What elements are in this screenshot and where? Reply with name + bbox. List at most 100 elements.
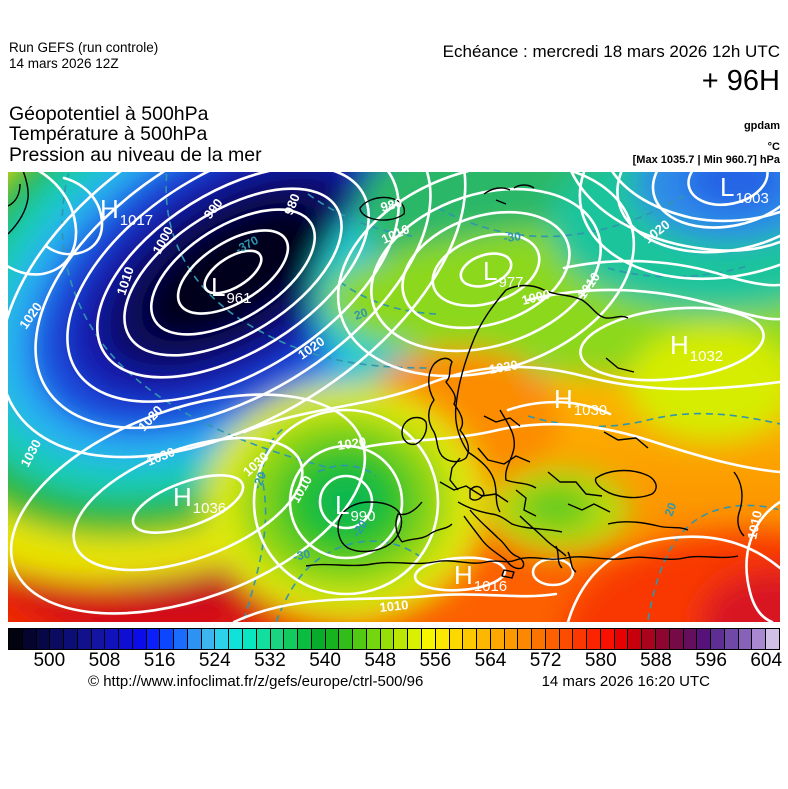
- units-legend: gpdam °C [Max 1035.7 | Min 960.7] hPa: [633, 120, 780, 166]
- colorbar-tick: 516: [143, 650, 176, 671]
- colorbar-cell: [544, 629, 559, 649]
- colorbar-cell: [765, 629, 779, 649]
- colorbar-tick: 508: [88, 650, 121, 671]
- colorbar-cell: [145, 629, 160, 649]
- unit-temperature: °C: [767, 141, 780, 154]
- title-pressure: Pression au niveau de la mer: [9, 143, 262, 166]
- colorbar-cell: [63, 629, 77, 649]
- colorbar-tick: 500: [33, 650, 66, 671]
- unit-geopotential: gpdam: [743, 120, 780, 132]
- run-model-label: Run GEFS (run controle): [9, 40, 159, 55]
- colorbar-tick: 540: [309, 650, 341, 671]
- pressure-minmax-label: [Max 1035.7 | Min 960.7] hPa: [632, 154, 780, 167]
- colorbar-tick: 580: [584, 650, 617, 671]
- colorbar-cell: [393, 629, 408, 649]
- colorbar-cell: [682, 629, 697, 649]
- colorbar-cell: [173, 629, 187, 649]
- colorbar-tick: 532: [254, 650, 286, 671]
- colorbar-cell: [379, 629, 394, 649]
- temperature-label: -20: [250, 469, 270, 491]
- colorbar-cell: [407, 629, 421, 649]
- colorbar-cell: [131, 629, 146, 649]
- forecast-header: Echéance : mercredi 18 mars 2026 12h UTC…: [443, 42, 780, 98]
- colorbar-tick: 548: [364, 650, 397, 671]
- colorbar-cell: [751, 629, 766, 649]
- title-temperature: Température à 500hPa: [9, 123, 208, 146]
- echeance-label: Echéance : mercredi 18 mars 2026 12h UTC: [442, 42, 780, 61]
- colorbar-cell: [21, 629, 36, 649]
- colorbar-cell: [338, 629, 353, 649]
- colorbar-cell: [228, 629, 243, 649]
- colorbar-cell: [104, 629, 119, 649]
- colorbar-tick: 604: [750, 650, 783, 671]
- isobar-label: 1000: [520, 286, 552, 308]
- colorbar-cell: [9, 629, 22, 649]
- title-geopotential: Géopotentiel à 500hPa: [9, 103, 209, 125]
- colorbar-tick: 572: [529, 650, 562, 671]
- colorbar-cell: [242, 629, 256, 649]
- isobar-label: 980: [379, 195, 404, 215]
- colorbar-cell: [297, 629, 311, 649]
- isobar-contours: [8, 172, 780, 622]
- colorbar-cell: [641, 629, 655, 649]
- colorbar-tick: 524: [198, 650, 231, 671]
- colorbar-cell: [310, 629, 325, 649]
- colorbar-cell: [352, 629, 366, 649]
- run-info: Run GEFS (run controle) 14 mars 2026 12Z: [9, 40, 158, 73]
- coastlines: [8, 172, 745, 579]
- colorbar-cell: [572, 629, 587, 649]
- colorbar-cell: [462, 629, 477, 649]
- colorbar-cell: [76, 629, 91, 649]
- isobar-label: 1020: [488, 357, 519, 377]
- colorbar-cell: [420, 629, 435, 649]
- colorbar-cell: [489, 629, 504, 649]
- isobar-label: 1020: [336, 434, 367, 453]
- colorbar-cell: [668, 629, 683, 649]
- colorbar-tick: 564: [474, 650, 507, 671]
- colorbar-cell: [159, 629, 174, 649]
- colorbar-tick: 556: [419, 650, 452, 671]
- colorbar-cell: [434, 629, 449, 649]
- colorbar-cell: [214, 629, 229, 649]
- colorbar-cell: [49, 629, 64, 649]
- colorbar-cell: [90, 629, 105, 649]
- colorbar-cell: [627, 629, 642, 649]
- colorbar-tick: 596: [695, 650, 727, 671]
- geopotential-colorbar: [8, 628, 780, 650]
- colorbar-cell: [654, 629, 669, 649]
- colorbar-cell: [696, 629, 711, 649]
- colorbar-cell: [324, 629, 339, 649]
- colorbar-cell: [365, 629, 380, 649]
- temperature-label: 20: [662, 500, 680, 518]
- colorbar-cell: [448, 629, 463, 649]
- colorbar-cell: [255, 629, 270, 649]
- isobar-label: 1010: [379, 597, 409, 615]
- copyright-url: © http://www.infoclimat.fr/z/gefs/europe…: [88, 673, 424, 690]
- colorbar-cell: [118, 629, 132, 649]
- colorbar-cell: [283, 629, 298, 649]
- temperature-label: -30: [292, 547, 312, 564]
- colorbar-cell: [503, 629, 518, 649]
- colorbar-cell: [531, 629, 545, 649]
- colorbar-cell: [737, 629, 752, 649]
- forecast-hour-label: + 96H: [701, 65, 780, 97]
- colorbar-cell: [613, 629, 628, 649]
- run-date-label: 14 mars 2026 12Z: [9, 56, 119, 72]
- colorbar-cell: [200, 629, 215, 649]
- colorbar-cell: [517, 629, 532, 649]
- colorbar-cell: [723, 629, 738, 649]
- colorbar-cell: [269, 629, 284, 649]
- colorbar-cell: [599, 629, 614, 649]
- colorbar-cell: [186, 629, 201, 649]
- colorbar-cell: [35, 629, 50, 649]
- issue-timestamp: 14 mars 2026 16:20 UTC: [541, 673, 710, 690]
- colorbar-tick-labels: 500 508 516 524 532 540 548 556 564 572 580 588 596 6…: [8, 650, 783, 672]
- colorbar-cell: [476, 629, 490, 649]
- weather-map: H1017 L961 L977 L1003 H1032 H1030 H1036 L990 H10…: [8, 172, 780, 622]
- isobar-label: 1010: [744, 509, 765, 540]
- colorbar-cell: [558, 629, 573, 649]
- footer: © http://www.infoclimat.fr/z/gefs/europe…: [0, 673, 788, 690]
- temperature-label: -30: [503, 229, 522, 245]
